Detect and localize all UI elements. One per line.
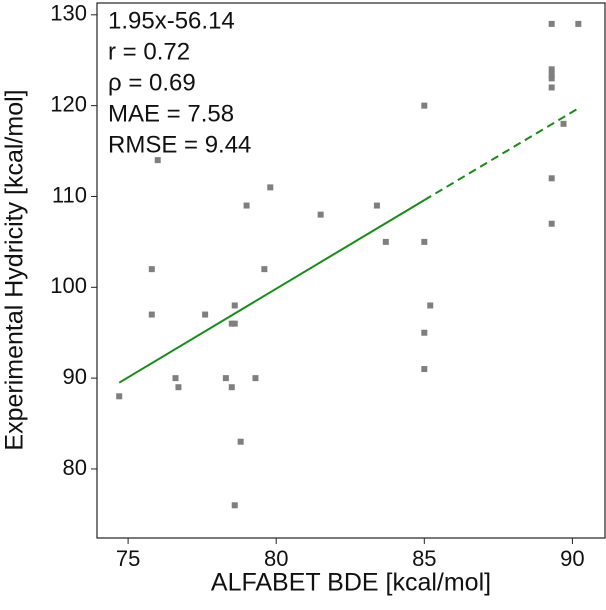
- point: [421, 329, 428, 336]
- point: [202, 311, 209, 318]
- point: [548, 20, 555, 27]
- x-tick-label: 80: [264, 546, 288, 571]
- point: [231, 320, 238, 327]
- x-axis-label: ALFABET BDE [kcal/mol]: [211, 569, 491, 597]
- point: [548, 220, 555, 227]
- annotation: RMSE = 9.44: [108, 131, 251, 158]
- point: [427, 302, 434, 309]
- point: [548, 175, 555, 182]
- point: [231, 502, 238, 509]
- point: [548, 75, 555, 82]
- point: [421, 366, 428, 373]
- point: [382, 238, 389, 245]
- annotation: MAE = 7.58: [108, 100, 234, 127]
- point: [116, 393, 123, 400]
- x-tick-label: 85: [412, 546, 436, 571]
- point: [252, 375, 259, 382]
- y-tick-label: 80: [63, 455, 87, 480]
- point: [317, 211, 324, 218]
- point: [421, 102, 428, 109]
- annotation: ρ = 0.69: [108, 69, 196, 96]
- point: [267, 184, 274, 191]
- point: [148, 311, 155, 318]
- point: [560, 120, 567, 127]
- annotation: 1.95x-56.14: [108, 7, 235, 34]
- point: [261, 266, 268, 273]
- y-tick-label: 100: [50, 273, 87, 298]
- point: [148, 266, 155, 273]
- point: [237, 438, 244, 445]
- plot-frame: [96, 2, 606, 539]
- point: [373, 202, 380, 209]
- point: [243, 202, 250, 209]
- y-tick-label: 130: [50, 1, 87, 26]
- point: [548, 84, 555, 91]
- point: [222, 375, 229, 382]
- point: [154, 157, 161, 164]
- point: [228, 384, 235, 391]
- x-tick-label: 75: [116, 546, 140, 571]
- point: [231, 302, 238, 309]
- point: [175, 384, 182, 391]
- y-tick-label: 120: [50, 91, 87, 116]
- point: [575, 20, 582, 27]
- y-tick-label: 90: [63, 364, 87, 389]
- point: [548, 71, 555, 78]
- x-tick-label: 90: [560, 546, 584, 571]
- point: [421, 238, 428, 245]
- annotation: r = 0.72: [108, 38, 190, 65]
- point: [172, 375, 179, 382]
- point: [548, 66, 555, 73]
- y-axis-label: Experimental Hydricity [kcal/mol]: [1, 89, 29, 450]
- fit-line: [423, 107, 579, 201]
- fit-line: [118, 199, 425, 384]
- y-tick-label: 110: [52, 182, 87, 207]
